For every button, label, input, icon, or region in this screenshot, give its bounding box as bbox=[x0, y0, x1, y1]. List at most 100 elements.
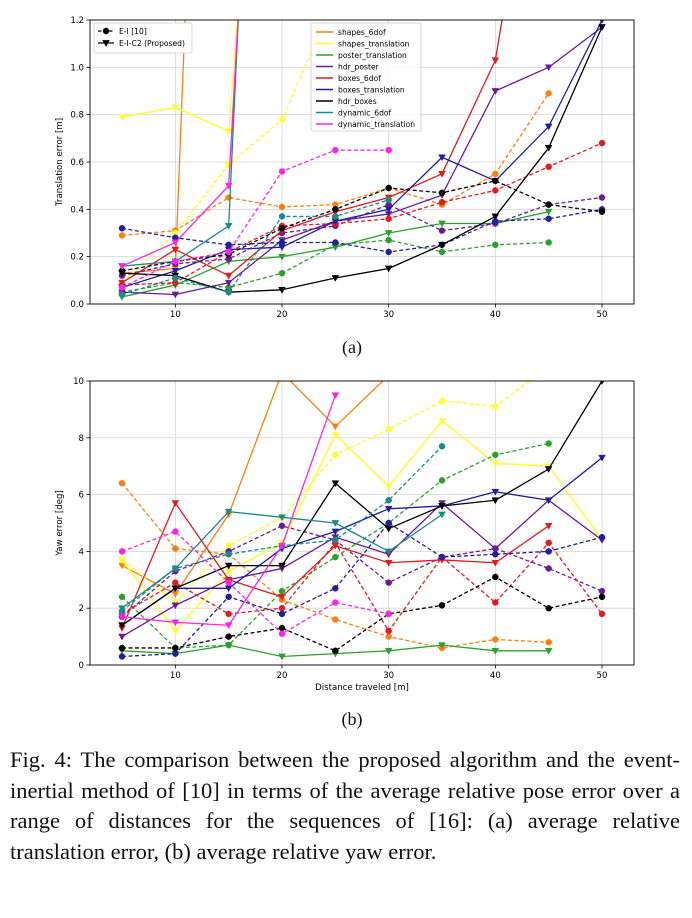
data-point-boxes_translation bbox=[598, 454, 606, 462]
series-line-hdr_boxes-proposed bbox=[121, 26, 603, 293]
series-line-dynamic_translation-ei bbox=[121, 530, 389, 635]
data-point-shapes_6dof bbox=[545, 90, 552, 97]
data-point-boxes_translation bbox=[225, 593, 232, 601]
data-point-boxes_translation bbox=[332, 585, 339, 592]
data-point-hdr_boxes bbox=[118, 644, 126, 652]
data-point-shapes_translation bbox=[118, 114, 126, 121]
y-tick-label: 4 bbox=[79, 547, 84, 557]
ticks-a: 10 20 30 40 50 0.0 0.2 0.4 0.6 0.8 1.0 1.2 bbox=[70, 16, 607, 320]
data-point-hdr_boxes bbox=[332, 206, 339, 213]
data-point-boxes_6dof bbox=[598, 610, 606, 618]
y-tick-label: 0.4 bbox=[70, 205, 84, 215]
data-point-boxes_6dof bbox=[171, 500, 180, 508]
data-point-boxes_6dof bbox=[278, 593, 286, 601]
data-point-shapes_translation bbox=[278, 116, 286, 123]
data-point-dynamic_translation bbox=[171, 619, 180, 627]
data-point-shapes_translation bbox=[385, 426, 392, 433]
data-point-boxes_translation bbox=[172, 650, 179, 657]
data-point-poster_translation bbox=[278, 253, 286, 261]
y-axis-label: Translation error [m] bbox=[55, 118, 65, 207]
data-point-boxes_6dof bbox=[545, 163, 552, 170]
data-point-poster_translation bbox=[545, 440, 552, 447]
data-point-hdr_boxes bbox=[225, 633, 232, 640]
data-point-boxes_translation bbox=[332, 239, 339, 246]
data-point-boxes_translation bbox=[385, 248, 392, 256]
data-point-hdr_boxes bbox=[544, 466, 553, 473]
series-line-boxes_translation-ei bbox=[121, 208, 603, 253]
data-point-shapes_translation bbox=[171, 104, 180, 112]
data-point-dynamic_translation bbox=[172, 528, 179, 535]
data-point-poster_translation bbox=[332, 553, 339, 561]
data-point-boxes_6dof bbox=[384, 559, 393, 567]
data-point-hdr_boxes bbox=[118, 622, 126, 630]
series-line-shapes_translation-proposed bbox=[121, 420, 603, 632]
series-line-boxes_6dof-ei bbox=[121, 142, 603, 286]
data-point-poster_translation bbox=[491, 647, 500, 655]
y-tick-label: 1.2 bbox=[70, 16, 84, 26]
data-point-hdr_poster bbox=[278, 522, 286, 530]
data-point-shapes_translation bbox=[438, 397, 446, 405]
data-point-poster_translation bbox=[278, 587, 286, 595]
data-point-poster_translation bbox=[438, 220, 446, 228]
series-line-hdr_poster-proposed bbox=[121, 26, 603, 296]
chart-a: 10 20 30 40 50 0.0 0.2 0.4 0.6 0.8 1.0 1.2 Translati… bbox=[55, 16, 635, 320]
series-line-shapes_6dof-ei bbox=[121, 482, 549, 649]
series-line-shapes_translation-ei bbox=[121, 20, 326, 284]
data-point-hdr_poster bbox=[491, 88, 500, 95]
data-point-dynamic_translation bbox=[118, 263, 126, 271]
ticks-b: 10 20 30 40 50 0 2 4 6 8 10 bbox=[73, 377, 607, 681]
data-point-boxes_translation bbox=[118, 653, 126, 660]
data-point-hdr_boxes bbox=[492, 177, 499, 185]
data-point-dynamic_translation bbox=[278, 168, 286, 175]
data-point-boxes_6dof bbox=[225, 610, 232, 618]
data-point-dynamic_translation bbox=[332, 599, 339, 606]
data-point-hdr_boxes bbox=[118, 270, 126, 278]
series-line-dynamic_6dof-ei bbox=[121, 199, 389, 296]
data-point-boxes_6dof bbox=[385, 215, 392, 223]
data-point-hdr_poster bbox=[438, 227, 446, 234]
data-point-shapes_6dof bbox=[225, 194, 232, 201]
data-point-dynamic_6dof bbox=[225, 288, 232, 296]
series-line-dynamic_translation-proposed bbox=[121, 20, 239, 267]
sequence-legend-label: hdr_poster bbox=[338, 62, 380, 71]
data-point-poster_translation bbox=[385, 236, 392, 244]
data-point-boxes_translation bbox=[544, 497, 553, 505]
data-point-poster_translation bbox=[438, 642, 446, 650]
data-point-hdr_poster bbox=[171, 602, 180, 610]
data-point-hdr_boxes bbox=[172, 644, 179, 652]
series-line-hdr_poster-proposed bbox=[121, 499, 603, 638]
data-point-poster_translation bbox=[492, 241, 499, 249]
data-point-dynamic_translation bbox=[332, 146, 339, 154]
data-point-hdr_boxes bbox=[545, 201, 552, 208]
data-point-poster_translation bbox=[118, 593, 126, 601]
data-point-dynamic_6dof bbox=[224, 508, 233, 516]
x-tick-label: 30 bbox=[383, 310, 394, 320]
data-point-dynamic_6dof bbox=[278, 514, 286, 522]
data-point-dynamic_6dof bbox=[438, 511, 446, 519]
data-point-hdr_boxes bbox=[598, 208, 606, 215]
x-axis-label: Distance traveled [m] bbox=[315, 683, 409, 693]
data-point-poster_translation bbox=[384, 230, 393, 237]
data-point-hdr_poster bbox=[545, 565, 552, 572]
data-point-boxes_6dof bbox=[492, 599, 499, 606]
y-tick-label: 1.0 bbox=[70, 63, 84, 73]
data-point-boxes_translation bbox=[492, 550, 499, 558]
sequence-legend-label: dynamic_translation bbox=[338, 120, 415, 129]
data-point-shapes_6dof bbox=[492, 636, 499, 643]
series-group-a bbox=[118, 20, 606, 301]
data-point-shapes_translation bbox=[225, 542, 232, 549]
method-legend: E-I [10] E-I-C2 (Proposed) bbox=[93, 22, 193, 54]
sequence-legend-box bbox=[310, 22, 422, 132]
data-point-hdr_poster bbox=[118, 633, 126, 641]
data-point-shapes_translation bbox=[492, 403, 499, 410]
data-point-hdr_boxes bbox=[492, 573, 499, 581]
data-point-boxes_translation bbox=[278, 244, 286, 252]
subfigure-label-b: (b) bbox=[342, 709, 363, 730]
sequence-legend-label: hdr_boxes bbox=[338, 97, 377, 106]
data-point-boxes_6dof bbox=[598, 139, 606, 147]
series-line-hdr_poster-ei bbox=[121, 525, 603, 618]
data-point-hdr_boxes bbox=[491, 497, 500, 505]
method-legend-marker bbox=[102, 40, 110, 47]
data-point-shapes_translation bbox=[118, 557, 126, 564]
data-point-dynamic_translation bbox=[225, 579, 232, 586]
